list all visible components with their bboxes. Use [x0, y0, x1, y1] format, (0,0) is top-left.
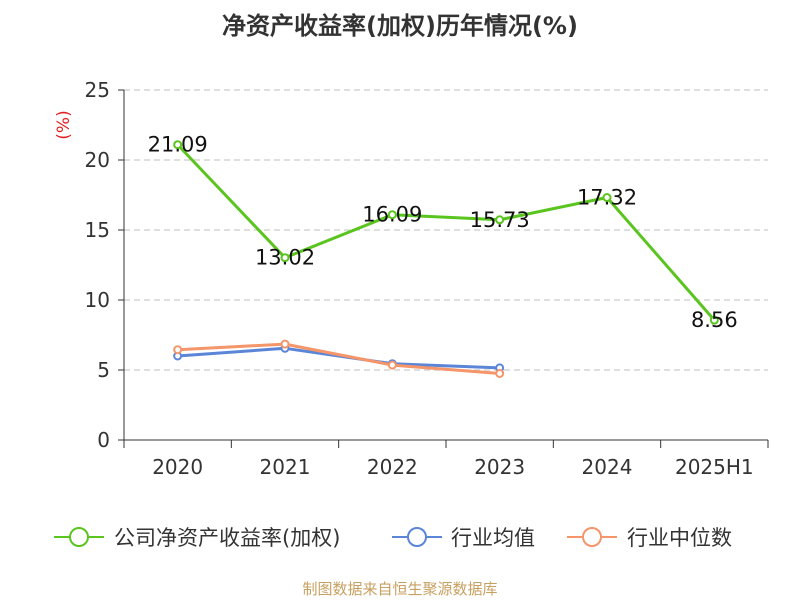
data-label: 8.56 [691, 308, 738, 332]
x-tick-label: 2025H1 [675, 455, 754, 479]
legend: 公司净资产收益率(加权) 行业均值 行业中位数 [54, 526, 732, 550]
x-tick-label: 2023 [474, 455, 525, 479]
data-label: 13.02 [255, 246, 315, 270]
series-line [176, 143, 716, 322]
data-point [173, 345, 183, 355]
grid-lines [124, 89, 768, 371]
data-point [173, 140, 183, 150]
data-point [280, 253, 290, 263]
data-point [709, 315, 719, 325]
y-tick-label: 15 [85, 218, 110, 242]
chart-title: 净资产收益率(加权)历年情况(%) [222, 12, 578, 40]
x-tick-label: 2024 [582, 455, 633, 479]
data-label: 16.09 [362, 203, 422, 227]
series-line [177, 346, 500, 370]
y-tick-label: 5 [97, 358, 110, 382]
y-tick-label: 10 [85, 288, 110, 312]
data-point [280, 339, 290, 349]
data-labels: 21.09 13.02 16.09 15.73 17.32 8.56 [148, 133, 738, 332]
data-point [495, 215, 505, 225]
series-lines [173, 140, 719, 378]
axes: 0 5 10 15 20 25 2020 2021 2022 2023 2024 2025H1 (%) [54, 78, 769, 479]
y-tick-label: 25 [85, 78, 110, 102]
data-point [495, 369, 505, 378]
data-label: 17.32 [577, 186, 637, 210]
source-note: 制图数据来自恒生聚源数据库 [302, 580, 498, 598]
y-axis-label: (%) [54, 110, 74, 139]
x-tick-label: 2021 [260, 455, 311, 479]
y-tick-label: 0 [97, 428, 110, 452]
data-point [602, 193, 612, 203]
data-label: 21.09 [148, 133, 208, 157]
legend-marker-icon [407, 527, 427, 547]
legend-label: 公司净资产收益率(加权) [114, 526, 340, 550]
data-label: 15.73 [470, 208, 530, 232]
legend-marker-icon [69, 527, 89, 547]
y-tick-label: 20 [85, 148, 110, 172]
data-point [387, 210, 397, 220]
legend-marker-icon [582, 527, 602, 547]
legend-label: 行业均值 [451, 526, 535, 550]
x-tick-label: 2020 [152, 455, 203, 479]
data-point [387, 360, 397, 370]
x-tick-label: 2022 [367, 455, 418, 479]
series-line [177, 342, 500, 375]
legend-label: 行业中位数 [627, 526, 732, 550]
